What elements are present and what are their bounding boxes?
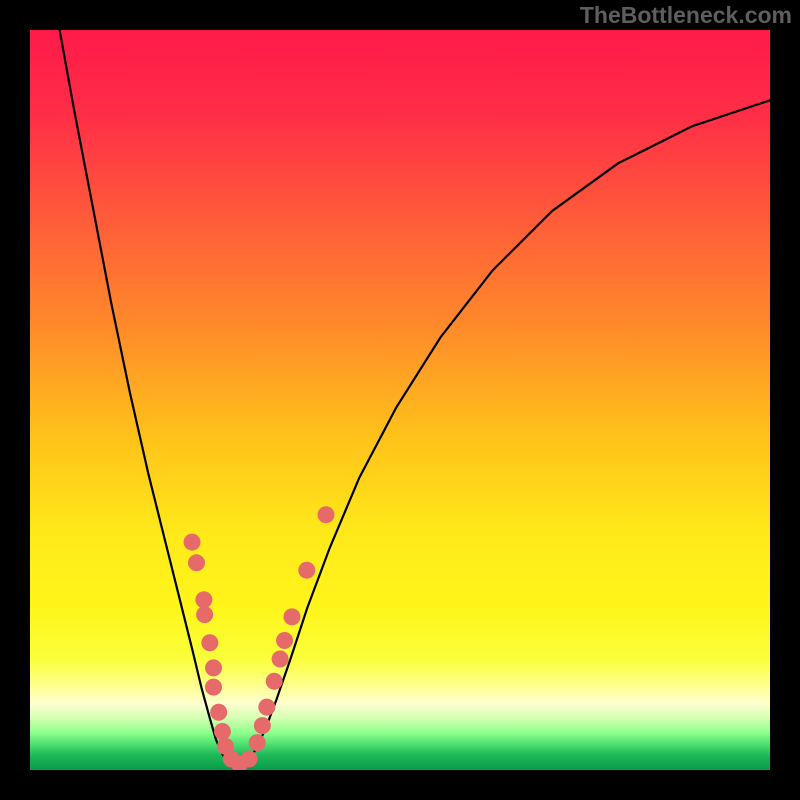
watermark-text: TheBottleneck.com [580, 2, 792, 29]
data-dot [258, 699, 275, 716]
data-dot [318, 506, 335, 523]
data-dot [276, 632, 293, 649]
data-dot [201, 634, 218, 651]
data-dot [298, 562, 315, 579]
data-dot [188, 554, 205, 571]
data-dot [241, 750, 258, 767]
data-dot [210, 704, 227, 721]
data-dot [266, 673, 283, 690]
data-dot [254, 717, 271, 734]
data-dot [214, 723, 231, 740]
data-dot [184, 534, 201, 551]
data-dot [196, 606, 213, 623]
chart-frame: TheBottleneck.com [0, 0, 800, 800]
plot-svg [30, 30, 770, 770]
data-dot [195, 591, 212, 608]
data-dot [249, 734, 266, 751]
data-dot [272, 651, 289, 668]
plot-area [30, 30, 770, 770]
data-dot [205, 679, 222, 696]
data-dot [205, 659, 222, 676]
data-dot [283, 608, 300, 625]
